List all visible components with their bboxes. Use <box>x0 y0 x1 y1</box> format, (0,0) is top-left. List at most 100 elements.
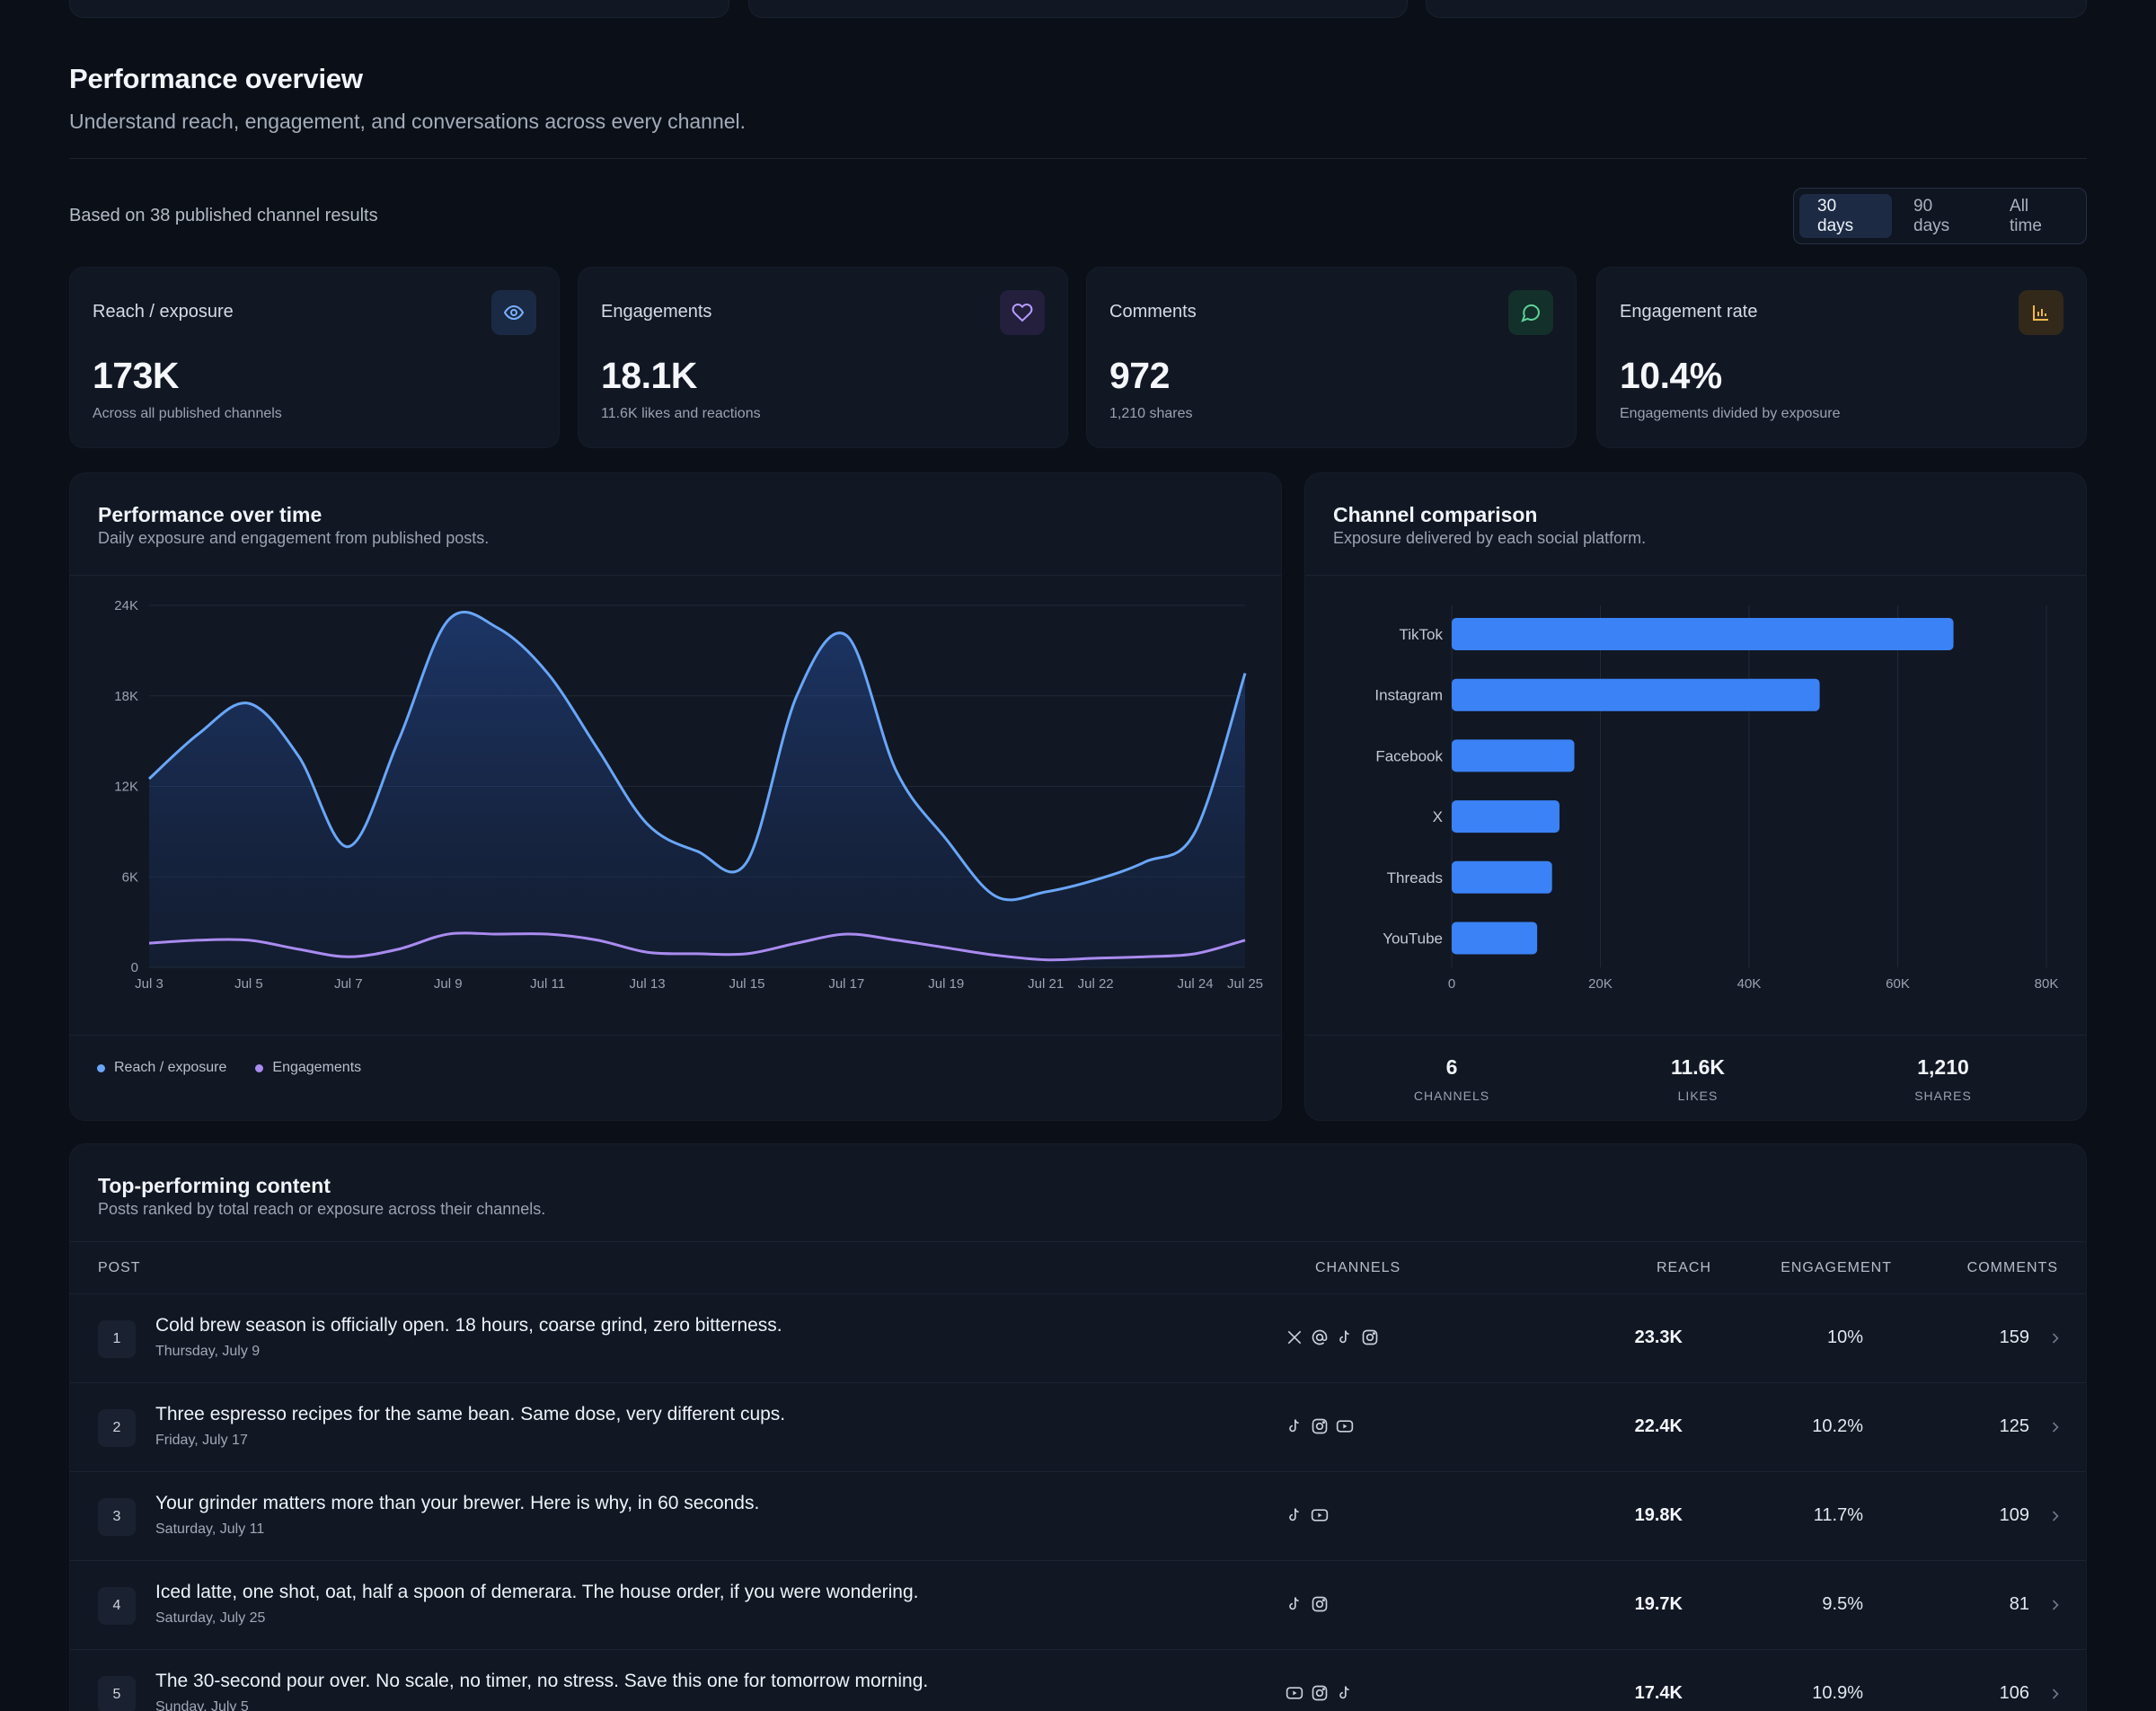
reach-value: 19.8K <box>1634 1505 1683 1525</box>
kpi-value: 10.4% <box>1620 355 1722 396</box>
range-option-30-days[interactable]: 30 days <box>1799 194 1893 238</box>
comments-value: 109 <box>1999 1505 2029 1525</box>
chevron-right-icon[interactable] <box>2046 1506 2064 1526</box>
eye-icon <box>491 290 536 335</box>
legend-dot <box>255 1063 264 1072</box>
table-row[interactable]: 4 Iced latte, one shot, oat, half a spoo… <box>70 1561 2086 1650</box>
x-tick-label: Jul 5 <box>234 976 263 992</box>
kpi-subtext: 1,210 shares <box>1109 406 1193 421</box>
channel-icons <box>1286 1684 1354 1707</box>
reach-value: 17.4K <box>1634 1683 1683 1703</box>
stat-label: LIKES <box>1677 1089 1719 1103</box>
kpi-subtext: 11.6K likes and reactions <box>601 406 761 421</box>
post-title[interactable]: Your grinder matters more than your brew… <box>155 1493 760 1513</box>
stat-label: SHARES <box>1914 1089 1972 1103</box>
rank-badge: 1 <box>98 1320 136 1358</box>
kpi-label: Engagement rate <box>1620 302 1758 322</box>
legend-item-engagements: Engagements <box>255 1060 361 1076</box>
table-row[interactable]: 5 The 30-second pour over. No scale, no … <box>70 1650 2086 1711</box>
card-stub <box>1426 0 2087 18</box>
post-title[interactable]: Three espresso recipes for the same bean… <box>155 1404 786 1424</box>
chevron-right-icon[interactable] <box>2046 1684 2064 1704</box>
x-tick-label: Jul 7 <box>334 976 363 992</box>
x-tick-label: Jul 21 <box>1028 976 1064 992</box>
range-selector: 30 days 90 days All time <box>1793 188 2087 244</box>
post-title[interactable]: Cold brew season is officially open. 18 … <box>155 1315 782 1336</box>
post-date: Friday, July 17 <box>155 1433 248 1448</box>
engagement-value: 9.5% <box>1822 1594 1863 1614</box>
top-content-panel: Top-performing content Posts ranked by t… <box>69 1143 2087 1711</box>
bar-threads <box>1452 860 1552 894</box>
column-header-channels[interactable]: CHANNELS <box>1315 1260 1401 1275</box>
bar-youtube <box>1452 922 1538 955</box>
results-summary: Based on 38 published channel results <box>69 206 378 225</box>
y-tick-label: 6K <box>122 869 138 885</box>
column-header-reach[interactable]: REACH <box>1656 1260 1711 1275</box>
panel-divider <box>70 575 1281 576</box>
table-row[interactable]: 3 Your grinder matters more than your br… <box>70 1472 2086 1561</box>
range-option-90-days[interactable]: 90 days <box>1913 196 1950 235</box>
chevron-right-icon[interactable] <box>2046 1328 2064 1348</box>
bar-category-label: Threads <box>1387 869 1443 886</box>
x-tick-label: Jul 11 <box>530 976 565 992</box>
performance-line-chart: 0 6K 12K 18K 24K Jul 3 Jul 5 Jul 7 Jul 9 Jul 11 Ju… <box>114 598 1263 992</box>
engagements-series-line <box>148 931 1246 962</box>
chevron-right-icon[interactable] <box>2046 1595 2064 1615</box>
channel-icons <box>1286 1506 1329 1529</box>
column-header-engagement[interactable]: ENGAGEMENT <box>1780 1260 1892 1275</box>
panel-title: Performance over time <box>98 503 323 526</box>
range-option-all-time[interactable]: All time <box>2010 196 2042 235</box>
bar-chart-icon <box>2019 290 2063 335</box>
x-tick-label: Jul 19 <box>928 976 964 992</box>
chat-bubble-icon <box>1508 290 1553 335</box>
reach-value: 19.7K <box>1634 1594 1683 1614</box>
tiktok-icon <box>1286 1595 1303 1618</box>
x-tick-label: 40K <box>1737 976 1762 992</box>
panel-divider <box>1305 575 2086 576</box>
post-title[interactable]: Iced latte, one shot, oat, half a spoon … <box>155 1582 919 1602</box>
legend-dot <box>97 1063 105 1072</box>
bar-facebook <box>1452 739 1575 772</box>
card-stub <box>748 0 1408 18</box>
page-header: Performance overview Understand reach, e… <box>69 63 746 134</box>
y-tick-label: 18K <box>114 689 138 704</box>
x-tick-label: Jul 24 <box>1178 976 1214 992</box>
bar-tiktok <box>1452 618 1954 650</box>
instagram-icon <box>1311 1417 1329 1440</box>
legend-label: Engagements <box>272 1060 362 1075</box>
x-tick-label: Jul 9 <box>434 976 463 992</box>
previous-cards-strip <box>69 0 2087 18</box>
table-header: POST CHANNELS REACH ENGAGEMENT COMMENTS <box>70 1241 2086 1294</box>
comments-value: 81 <box>2009 1594 2029 1614</box>
chevron-right-icon[interactable] <box>2046 1417 2064 1437</box>
chart-legend: Reach / exposure Engagements <box>97 1060 361 1076</box>
kpi-row: Reach / exposure 173K Across all publish… <box>69 267 2087 448</box>
kpi-card-engagements: Engagements 18.1K 11.6K likes and reacti… <box>578 267 1068 448</box>
post-date: Sunday, July 5 <box>155 1699 249 1711</box>
y-tick-label: 12K <box>114 780 138 795</box>
column-header-comments[interactable]: COMMENTS <box>1966 1260 2058 1275</box>
performance-over-time-panel: Performance over time Daily exposure and… <box>69 472 1282 1121</box>
rank-badge: 2 <box>98 1409 136 1447</box>
panel-subtitle: Posts ranked by total reach or exposure … <box>98 1200 546 1218</box>
post-title[interactable]: The 30-second pour over. No scale, no ti… <box>155 1671 929 1691</box>
youtube-icon <box>1336 1417 1354 1440</box>
column-header-post[interactable]: POST <box>98 1260 141 1275</box>
reach-value: 23.3K <box>1634 1327 1683 1347</box>
channel-stats: 6 CHANNELS 11.6K LIKES 1,210 SHARES <box>1305 1055 2086 1118</box>
bar-category-label: YouTube <box>1383 930 1443 948</box>
table-row[interactable]: 2 Three espresso recipes for the same be… <box>70 1383 2086 1472</box>
x-tick-label: Jul 25 <box>1227 976 1263 992</box>
table-row[interactable]: 1 Cold brew season is officially open. 1… <box>70 1294 2086 1383</box>
tiktok-icon <box>1286 1506 1303 1529</box>
comments-value: 125 <box>1999 1416 2029 1436</box>
heart-icon <box>1000 290 1045 335</box>
reach-area <box>149 612 1245 967</box>
x-tick-label: Jul 13 <box>630 976 666 992</box>
panel-subtitle: Daily exposure and engagement from publi… <box>98 529 490 547</box>
reach-series-line <box>147 610 1247 902</box>
tiktok-icon <box>1286 1417 1303 1440</box>
kpi-card-reach: Reach / exposure 173K Across all publish… <box>69 267 560 448</box>
panel-title: Top-performing content <box>98 1174 331 1197</box>
panel-footer-divider <box>1305 1035 2086 1036</box>
